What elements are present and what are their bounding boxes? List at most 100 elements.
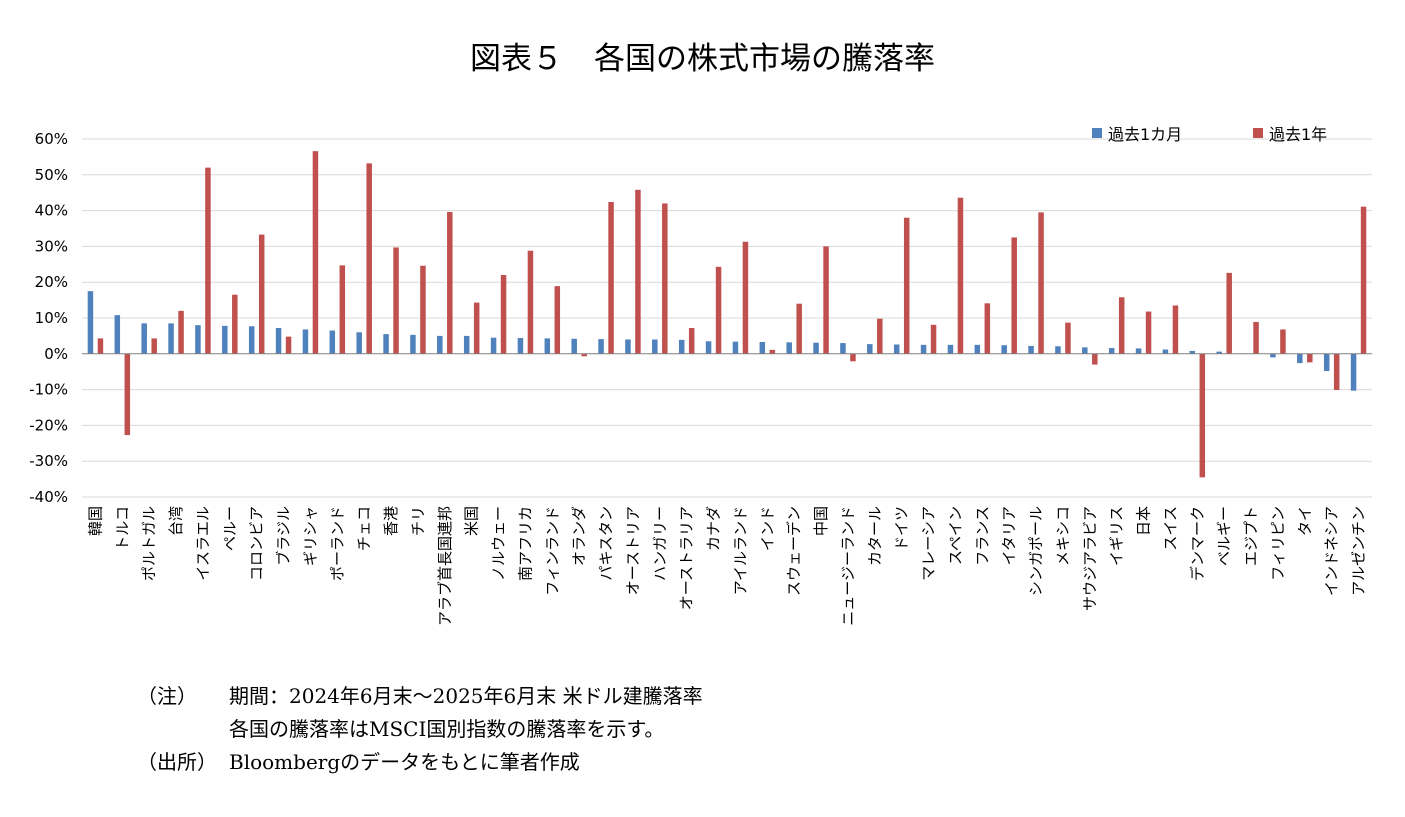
bar-series-1 bbox=[652, 339, 658, 354]
bar-series-1 bbox=[1001, 345, 1007, 354]
category-labels: 韓国 トルコ ポルトガル 台湾 イスラエル ペルー コロンビア ブラジル ギリシャ ポーランド チェ… bbox=[86, 506, 1367, 626]
chart-svg: 60% 50% 40% 30% 20% 10% 0% -10% -20% -30% -40% 韓国ト… bbox=[29, 125, 1372, 626]
category-label: ギリシャ bbox=[301, 506, 319, 566]
bar-series-1 bbox=[87, 291, 94, 354]
category-label: ノルウェー bbox=[490, 506, 508, 581]
bar-series-1 bbox=[275, 328, 282, 354]
bar-series-2 bbox=[903, 217, 910, 354]
category-label: ニュージーランド bbox=[839, 506, 857, 626]
note-text: 各国の騰落率はMSCI国別指数の騰落率を示す。 bbox=[229, 717, 665, 741]
category-label: 中国 bbox=[812, 506, 830, 536]
category-label: ブラジル bbox=[275, 506, 293, 566]
bar-series-1 bbox=[732, 341, 739, 354]
bar-series-2 bbox=[662, 203, 668, 354]
bar-series-2 bbox=[473, 302, 480, 354]
category-label: スペイン bbox=[946, 506, 964, 565]
bar-series-2 bbox=[1011, 237, 1017, 354]
bar-series-2 bbox=[1333, 353, 1340, 390]
y-tick-label: 20% bbox=[35, 273, 68, 291]
bar-series-2 bbox=[366, 163, 372, 354]
category-label: アラブ首長国連邦 bbox=[436, 506, 454, 626]
category-label: オーストラリア bbox=[678, 506, 696, 610]
category-label: インド bbox=[758, 506, 776, 551]
category-label: 韓国 bbox=[86, 506, 104, 536]
bar-series-2 bbox=[850, 353, 856, 362]
legend-swatch-series-2 bbox=[1253, 128, 1263, 138]
note-label: （出所） bbox=[137, 750, 217, 774]
y-tick-label: 40% bbox=[35, 202, 68, 220]
bar-series-1 bbox=[383, 334, 389, 354]
bar-series-1 bbox=[705, 341, 712, 354]
bar-series-2 bbox=[232, 294, 238, 354]
bar-series-2 bbox=[1145, 311, 1152, 354]
gridlines bbox=[82, 138, 1372, 498]
bars bbox=[87, 151, 1367, 478]
bar-series-2 bbox=[877, 318, 883, 354]
bar-series-1 bbox=[141, 323, 147, 354]
category-label: マレーシア bbox=[920, 506, 938, 581]
category-label: エジプト bbox=[1242, 506, 1260, 566]
bar-series-2 bbox=[554, 286, 561, 354]
bar-series-1 bbox=[356, 332, 362, 354]
bar-series-1 bbox=[114, 315, 121, 354]
note-label: （注） bbox=[137, 684, 197, 708]
bar-series-2 bbox=[984, 303, 991, 354]
y-tick-label: -30% bbox=[29, 452, 68, 470]
bar-series-2 bbox=[1280, 329, 1286, 354]
category-label: パキスタン bbox=[597, 506, 615, 581]
bar-series-2 bbox=[796, 303, 802, 354]
category-label: イギリス bbox=[1108, 506, 1126, 566]
category-label: カナダ bbox=[705, 506, 723, 551]
bar-series-2 bbox=[1038, 212, 1044, 354]
notes: （注） 期間：2024年6月末〜2025年6月末 米ドル建騰落率 各国の騰落率は… bbox=[137, 680, 703, 779]
bar-series-1 bbox=[1135, 348, 1142, 354]
bar-series-2 bbox=[500, 275, 507, 354]
y-tick-label: -20% bbox=[29, 416, 68, 434]
note-text: Bloombergのデータをもとに筆者作成 bbox=[229, 750, 580, 774]
y-tick-label: 10% bbox=[35, 309, 68, 327]
bar-series-2 bbox=[124, 353, 131, 436]
category-label: イタリア bbox=[1000, 506, 1018, 565]
bar-series-1 bbox=[1108, 348, 1115, 354]
category-label: フィリピン bbox=[1269, 506, 1287, 581]
bar-series-2 bbox=[205, 167, 211, 354]
bar-series-2 bbox=[957, 197, 964, 354]
category-label: スイス bbox=[1161, 506, 1179, 551]
bar-series-2 bbox=[1092, 353, 1098, 365]
bar-series-2 bbox=[339, 265, 346, 354]
bar-series-2 bbox=[688, 328, 695, 354]
bar-series-1 bbox=[1297, 353, 1303, 364]
bar-series-2 bbox=[258, 234, 265, 354]
bar-series-1 bbox=[598, 339, 604, 354]
category-label: オーストリア bbox=[624, 506, 642, 595]
bar-series-1 bbox=[1189, 350, 1196, 354]
category-label: 日本 bbox=[1135, 506, 1153, 536]
legend-label-series-2: 過去1年 bbox=[1269, 125, 1327, 144]
category-label: インドネシア bbox=[1323, 506, 1341, 596]
legend: 過去1カ月 過去1年 bbox=[1092, 125, 1327, 144]
bar-series-2 bbox=[285, 336, 292, 354]
bar-series-2 bbox=[312, 151, 319, 354]
y-tick-label: 30% bbox=[35, 237, 68, 255]
bar-series-2 bbox=[1172, 305, 1179, 354]
category-label: チェコ bbox=[355, 506, 373, 551]
category-label: ポーランド bbox=[328, 506, 346, 581]
bar-series-1 bbox=[1216, 351, 1222, 354]
bar-series-2 bbox=[527, 250, 534, 354]
category-label: アイルランド bbox=[731, 506, 749, 595]
bar-series-2 bbox=[1199, 353, 1206, 478]
legend-swatch-series-1 bbox=[1092, 128, 1102, 138]
bar-series-2 bbox=[930, 324, 937, 354]
note-row-2: 各国の騰落率はMSCI国別指数の騰落率を示す。 bbox=[137, 713, 703, 746]
bar-series-2 bbox=[1307, 353, 1313, 363]
category-label: ドイツ bbox=[893, 506, 911, 551]
category-label: シンガポール bbox=[1027, 506, 1045, 596]
bar-series-2 bbox=[581, 353, 587, 357]
bar-series-2 bbox=[769, 349, 776, 354]
bar-series-2 bbox=[1065, 322, 1071, 354]
bar-series-2 bbox=[1253, 321, 1259, 354]
category-label: メキシコ bbox=[1054, 506, 1072, 566]
bar-series-1 bbox=[1082, 347, 1088, 354]
category-label: カタール bbox=[866, 506, 884, 566]
